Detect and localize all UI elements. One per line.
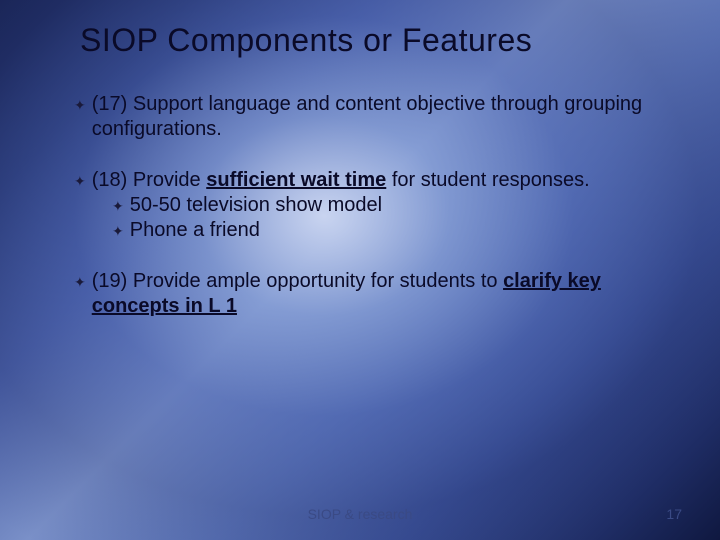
slide: SIOP Components or Features ✦ (17) Suppo… [0, 0, 720, 540]
bullet-text: 50-50 television show model [130, 193, 680, 218]
star-icon: ✦ [112, 223, 124, 241]
page-number: 17 [666, 506, 682, 522]
bullet-text: (17) Support language and content object… [92, 92, 680, 142]
star-icon: ✦ [74, 274, 86, 292]
slide-title: SIOP Components or Features [80, 22, 680, 59]
underlined-text: sufficient wait time [206, 169, 386, 191]
text-part: for student responses. [386, 169, 589, 191]
bullet-item-18: ✦ (18) Provide sufficient wait time for … [74, 168, 680, 193]
bullet-text: (19) Provide ample opportunity for stude… [92, 269, 680, 319]
bullet-text: Phone a friend [130, 218, 680, 243]
footer-text: SIOP & research [0, 506, 720, 522]
bullet-item-19: ✦ (19) Provide ample opportunity for stu… [74, 269, 680, 319]
star-icon: ✦ [112, 198, 124, 216]
star-icon: ✦ [74, 173, 86, 191]
text-part: (19) Provide ample opportunity for stude… [92, 270, 503, 292]
bullet-item-17: ✦ (17) Support language and content obje… [74, 92, 680, 142]
sub-bullet-item: ✦ Phone a friend [112, 218, 680, 243]
spacer [74, 243, 680, 269]
star-icon: ✦ [74, 97, 86, 115]
sub-bullet-item: ✦ 50-50 television show model [112, 193, 680, 218]
bullet-text: (18) Provide sufficient wait time for st… [92, 168, 680, 193]
spacer [74, 142, 680, 168]
slide-content: ✦ (17) Support language and content obje… [74, 92, 680, 319]
text-part: (18) Provide [92, 169, 207, 191]
